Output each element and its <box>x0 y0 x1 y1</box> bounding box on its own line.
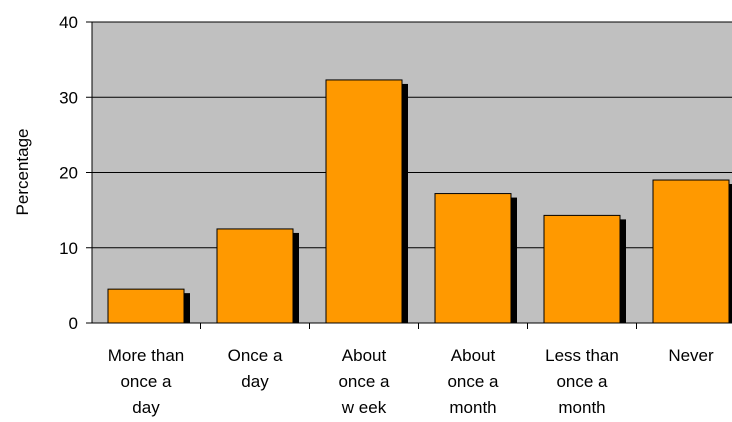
x-tick-label: Never <box>668 346 714 365</box>
x-tick-label: About once a month <box>447 346 499 417</box>
x-tick-label: Once a day <box>228 346 283 391</box>
y-axis-label: Percentage <box>13 129 32 216</box>
x-tick-label-line: day <box>241 372 269 391</box>
x-tick-label-line: About <box>342 346 387 365</box>
bar <box>325 79 403 324</box>
x-tick-label: About once a w eek <box>338 346 390 417</box>
y-tick-label: 30 <box>59 88 78 107</box>
y-tick-label: 10 <box>59 239 78 258</box>
bar <box>652 179 730 324</box>
x-tick-label-line: once a <box>447 372 499 391</box>
x-tick-label-line: Less than <box>545 346 619 365</box>
bar <box>216 228 294 324</box>
y-tick-label: 0 <box>69 314 78 333</box>
x-tick-label-line: month <box>449 398 496 417</box>
bar <box>107 288 185 324</box>
x-tick-label-line: month <box>558 398 605 417</box>
x-tick-labels: More than once a day Once a day About once a w … <box>108 346 714 417</box>
x-tick-label-line: Once a <box>228 346 283 365</box>
x-tick-label-line: About <box>451 346 496 365</box>
x-tick-label: Less than once a month <box>545 346 619 417</box>
y-tick-label: 20 <box>59 164 78 183</box>
x-tick-label-line: once a <box>338 372 390 391</box>
axes <box>86 21 732 329</box>
x-tick-label: More than once a day <box>108 346 185 417</box>
bars <box>107 79 732 324</box>
x-tick-label-line: once a <box>556 372 608 391</box>
y-tick-labels: 0 10 20 30 40 <box>59 13 78 333</box>
x-tick-label-line: More than <box>108 346 185 365</box>
x-tick-label-line: once a <box>120 372 172 391</box>
x-tick-label-line: Never <box>668 346 714 365</box>
x-tick-label-line: day <box>132 398 160 417</box>
bar <box>543 214 621 324</box>
x-tick-label-line: w eek <box>341 398 387 417</box>
bar <box>434 193 512 324</box>
y-tick-label: 40 <box>59 13 78 32</box>
